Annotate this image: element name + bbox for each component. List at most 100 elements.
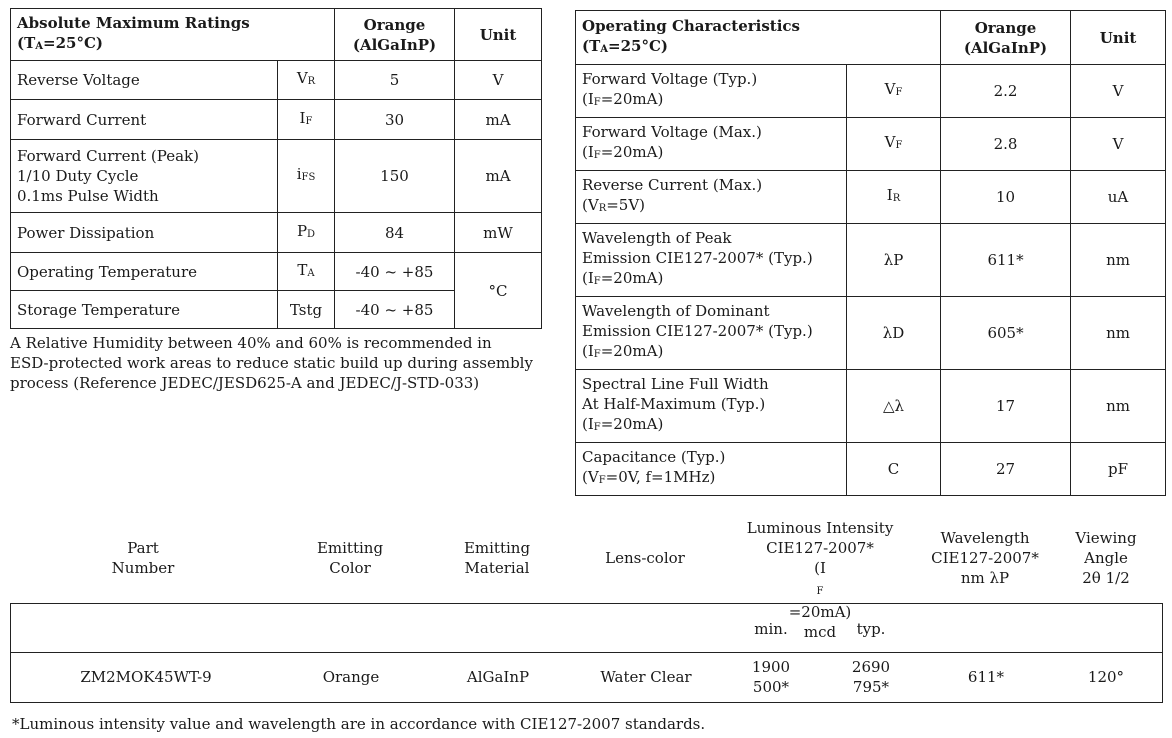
param-cell: Spectral Line Full Width At Half-Maximum…: [575, 369, 847, 443]
amr-col-material-label: (AlGaInP): [352, 35, 437, 54]
header-lens-color: Lens-color: [590, 548, 700, 568]
header-emitting-material: Emitting Material: [447, 538, 547, 578]
value-cell: 150: [334, 139, 455, 213]
cond-sub: F: [598, 475, 606, 486]
table-row: Forward Voltage (Max.) (IF=20mA) VF 2.8 …: [575, 117, 1167, 171]
param-line: Capacitance (Typ.): [582, 448, 726, 466]
oc-col-unit: Unit: [1070, 10, 1167, 65]
amr-col-orange: Orange (AlGaInP): [334, 8, 455, 61]
table-row: Reverse Voltage VR 5 V: [10, 60, 542, 100]
symbol-cell: TA: [277, 252, 335, 291]
amr-col-unit: Unit: [454, 8, 542, 61]
param-condition: (IF=20mA): [582, 142, 840, 166]
oc-title-cell: Operating Characteristics (TA=25°C): [574, 10, 942, 65]
value-cell: -40 ~ +85: [334, 252, 455, 291]
header-line: nm λP: [960, 569, 1010, 587]
param-condition: (IF=20mA): [582, 268, 840, 292]
symbol-cell: VF: [845, 117, 942, 171]
amr-cond-sub: A: [35, 40, 44, 52]
cond-sub: F: [593, 150, 601, 161]
symbol: V: [296, 69, 308, 87]
symbol-sub: D: [307, 228, 316, 240]
param-cell: Reverse Current (Max.) (VR=5V): [575, 170, 847, 224]
header-line: mcd: [803, 623, 837, 641]
symbol-sub: R: [892, 193, 901, 204]
header-viewing-angle: Viewing Angle 2θ 1/2: [1060, 528, 1152, 588]
cond-suffix: =20mA): [600, 90, 664, 108]
absolute-max-ratings-table: Absolute Maximum Ratings (TA=25°C) Orang…: [10, 8, 542, 329]
param-line: Emission CIE127-2007* (Typ.): [582, 249, 813, 267]
unit-cell: mW: [454, 212, 542, 253]
oc-col-orange: Orange (AlGaInP): [940, 10, 1072, 65]
luminous-min: 1900 500*: [741, 657, 801, 697]
param-line: Wavelength of Peak: [582, 229, 732, 247]
header-line: Viewing: [1075, 529, 1137, 547]
value-cell: 2.8: [940, 117, 1072, 171]
cond-prefix: (V: [582, 468, 599, 486]
cond-prefix: (I: [582, 90, 594, 108]
table-row: Storage Temperature Tstg -40 ~ +85: [10, 290, 542, 329]
symbol: V: [884, 80, 896, 98]
symbol-cell: iFS: [277, 139, 335, 213]
param-condition: (IF=20mA): [582, 89, 840, 113]
symbol-cell: C: [845, 442, 942, 496]
value-line: 795*: [852, 678, 890, 696]
header-line: CIE127-2007*: [766, 539, 874, 557]
oc-col-orange-label: Orange: [974, 18, 1037, 37]
param-cell: Storage Temperature: [10, 290, 278, 329]
param-line: Forward Voltage (Max.): [582, 123, 762, 141]
table-row: Wavelength of Dominant Emission CIE127-2…: [575, 296, 1167, 370]
header-line: Emitting: [463, 539, 531, 557]
row-divider: [11, 652, 1162, 653]
symbol-cell: PD: [277, 212, 335, 253]
param-cell: Power Dissipation: [10, 212, 278, 253]
param-cell: Capacitance (Typ.) (VF=0V, f=1MHz): [575, 442, 847, 496]
symbol-cell: △λ: [845, 369, 942, 443]
table-row: Wavelength of Peak Emission CIE127-2007*…: [575, 223, 1167, 297]
param-cell: Operating Temperature: [10, 252, 278, 291]
header-line: Material: [464, 559, 530, 577]
cond-sub: R: [598, 203, 607, 214]
header-emitting-color: Emitting Color: [300, 538, 400, 578]
symbol: V: [884, 133, 896, 151]
symbol-cell: λP: [845, 223, 942, 297]
header-wavelength: Wavelength CIE127-2007* nm λP: [920, 528, 1050, 588]
header-line: Number: [111, 559, 175, 577]
header-line: Angle: [1084, 549, 1128, 567]
param-line: Reverse Current (Max.): [582, 176, 763, 194]
amr-cond-prefix: (T: [17, 33, 36, 52]
sub-header-typ: typ.: [856, 620, 886, 638]
value-cell: 2.2: [940, 64, 1072, 118]
footnote: *Luminous intensity value and wavelength…: [12, 715, 706, 733]
param-cell: Forward Current: [10, 99, 278, 140]
symbol: I: [886, 186, 893, 204]
emitting-material: AlGaInP: [466, 668, 530, 686]
unit-cell: mA: [454, 139, 542, 213]
value-cell: -40 ~ +85: [334, 290, 455, 329]
param-cell: Reverse Voltage: [10, 60, 278, 100]
note-line: ESD-protected work areas to reduce stati…: [10, 354, 533, 372]
table-row: Spectral Line Full Width At Half-Maximum…: [575, 369, 1167, 443]
cond-prefix: (I: [582, 269, 594, 287]
header-part-number: Part Number: [93, 538, 193, 578]
amr-title: Absolute Maximum Ratings: [17, 13, 250, 32]
oc-cond-prefix: (T: [582, 36, 601, 55]
symbol-cell: IR: [845, 170, 942, 224]
cond-suffix: =0V, f=1MHz): [605, 468, 716, 486]
cond-sub: F: [593, 422, 601, 433]
value-line: 1900: [751, 658, 791, 676]
param-condition: (IF=20mA): [582, 414, 840, 438]
symbol-sub: F: [305, 115, 313, 127]
unit-cell: mA: [454, 99, 542, 140]
param-cell: Forward Current (Peak) 1/10 Duty Cycle 0…: [10, 139, 278, 213]
param-line: Forward Current (Peak): [17, 147, 199, 165]
table-row: Reverse Current (Max.) (VR=5V) IR 10 uA: [575, 170, 1167, 224]
param-condition: (IF=20mA): [582, 341, 840, 365]
param-line: 0.1ms Pulse Width: [17, 187, 159, 205]
oc-cond-sub: A: [600, 43, 609, 55]
param-line: Wavelength of Dominant: [582, 302, 770, 320]
header-line: Part: [127, 539, 159, 557]
param-cell: Forward Voltage (Max.) (IF=20mA): [575, 117, 847, 171]
cond-sub: F: [593, 97, 601, 108]
lens-color: Water Clear: [600, 668, 692, 686]
